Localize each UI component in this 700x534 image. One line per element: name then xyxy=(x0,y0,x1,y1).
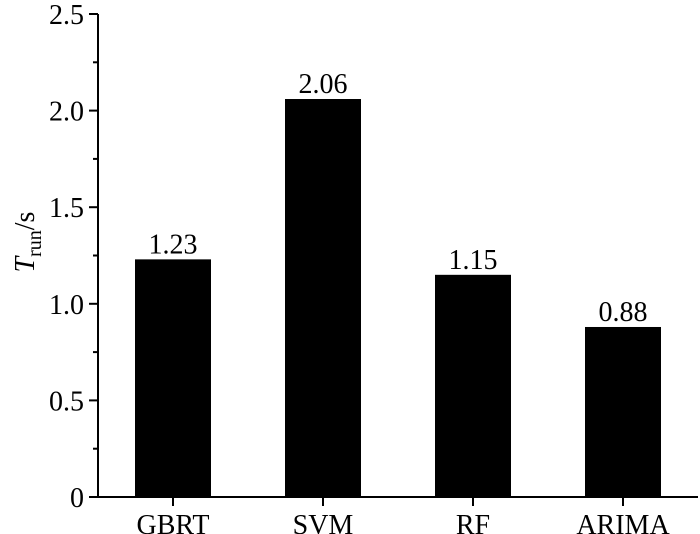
y-axis-label: Trun/s xyxy=(10,212,46,273)
y-axis-label-symbol: T xyxy=(10,254,41,272)
bars-group xyxy=(135,99,661,498)
y-ticks-group: 0 0.5 1.0 1.5 2.0 2.5 xyxy=(49,0,98,514)
y-tick-label: 0.5 xyxy=(49,386,84,417)
bar-rf xyxy=(435,274,511,497)
bar-svm xyxy=(285,99,361,498)
y-tick-label: 1.5 xyxy=(49,193,84,224)
y-tick-label: 1.0 xyxy=(49,290,84,321)
value-label-arima: 0.88 xyxy=(599,297,648,328)
x-tick-label-rf: RF xyxy=(456,510,490,534)
x-tick-label-svm: SVM xyxy=(293,510,354,534)
x-ticks-group: GBRT SVM RF ARIMA xyxy=(137,497,670,534)
y-tick-label: 2.5 xyxy=(49,0,84,31)
value-label-rf: 1.15 xyxy=(449,245,498,276)
value-label-svm: 2.06 xyxy=(299,69,348,100)
value-label-gbrt: 1.23 xyxy=(149,229,198,260)
y-tick-label: 2.0 xyxy=(49,97,84,128)
y-axis-label-unit: /s xyxy=(10,212,41,231)
bar-arima xyxy=(585,326,661,497)
bar-gbrt xyxy=(135,259,211,497)
x-tick-label-gbrt: GBRT xyxy=(137,510,210,534)
value-labels-group: 1.23 2.06 1.15 0.88 xyxy=(149,69,648,328)
y-axis-label-subscript: run xyxy=(24,230,46,257)
x-tick-label-arima: ARIMA xyxy=(576,510,670,534)
y-tick-label: 0 xyxy=(70,483,84,514)
